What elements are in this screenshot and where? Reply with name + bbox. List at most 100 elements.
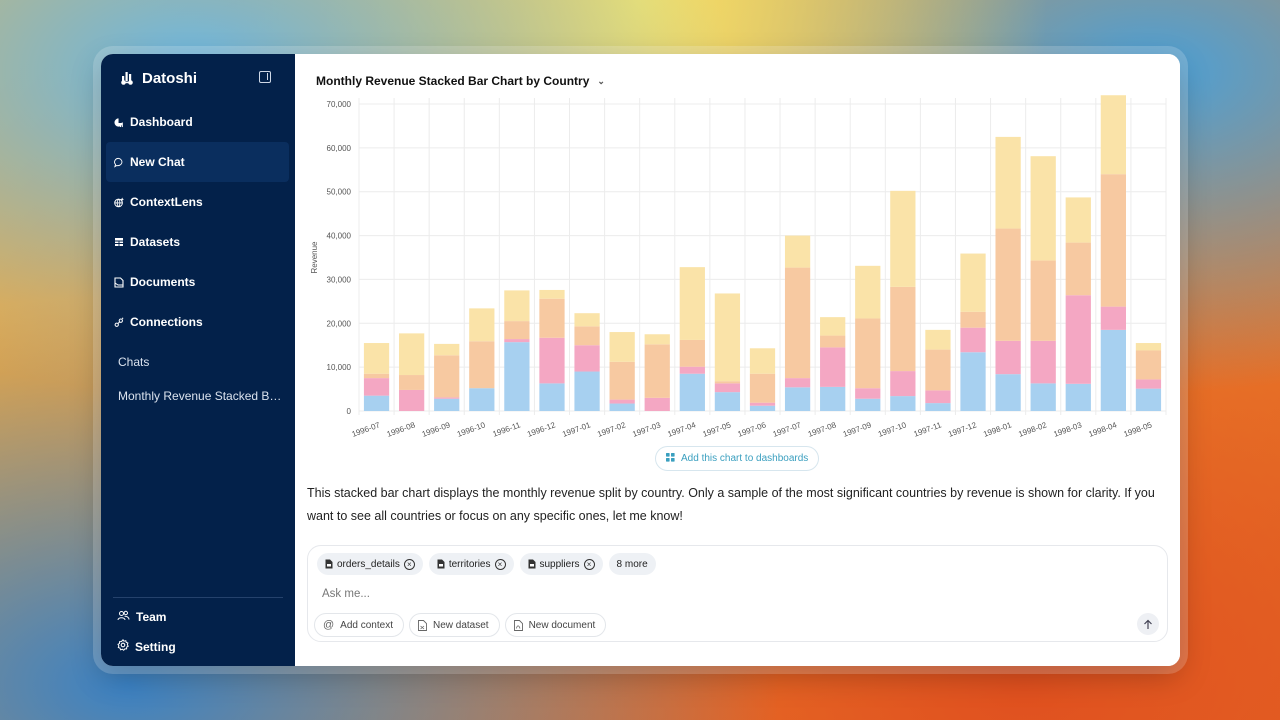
bar-segment[interactable] (434, 397, 460, 399)
send-button[interactable] (1137, 613, 1159, 635)
bar-segment[interactable] (1135, 379, 1162, 389)
bar-stack[interactable] (1135, 343, 1162, 411)
remove-chip-icon[interactable]: × (494, 558, 506, 570)
bar-segment[interactable] (363, 378, 390, 396)
bar-segment[interactable] (644, 397, 670, 411)
remove-chip-icon[interactable]: × (583, 558, 595, 570)
bar-stack[interactable] (504, 290, 530, 411)
bar-segment[interactable] (1030, 340, 1056, 384)
bar-segment[interactable] (574, 313, 600, 327)
remove-chip-icon[interactable]: × (403, 558, 415, 570)
bar-segment[interactable] (363, 343, 390, 374)
add-to-dashboards-button[interactable]: Add this chart to dashboards (655, 446, 820, 471)
bar-segment[interactable] (574, 371, 600, 411)
bar-stack[interactable] (363, 343, 390, 411)
bar-segment[interactable] (609, 399, 635, 404)
bar-stack[interactable] (820, 317, 846, 411)
bar-stack[interactable] (398, 333, 425, 411)
bar-segment[interactable] (890, 286, 916, 372)
bar-segment[interactable] (609, 332, 635, 362)
bar-segment[interactable] (609, 361, 635, 400)
bar-stack[interactable] (714, 293, 741, 411)
bar-segment[interactable] (539, 289, 565, 299)
bar-stack[interactable] (644, 334, 670, 411)
bar-segment[interactable] (1100, 306, 1127, 330)
bar-segment[interactable] (504, 342, 530, 411)
bar-segment[interactable] (855, 318, 881, 389)
context-chip[interactable]: suppliers × (519, 553, 603, 575)
bar-segment[interactable] (504, 321, 530, 340)
bar-segment[interactable] (574, 345, 600, 372)
bar-stack[interactable] (539, 289, 565, 411)
bar-segment[interactable] (960, 327, 986, 353)
bar-segment[interactable] (469, 308, 495, 342)
bar-segment[interactable] (995, 136, 1021, 229)
bar-segment[interactable] (749, 402, 776, 406)
sidebar-item-datasets[interactable]: Datasets (106, 222, 289, 262)
bar-segment[interactable] (890, 190, 916, 287)
bar-segment[interactable] (1030, 383, 1056, 411)
bar-segment[interactable] (855, 388, 881, 399)
sidebar-item-dashboard[interactable]: Dashboard (106, 102, 289, 142)
bar-segment[interactable] (784, 267, 811, 379)
bar-stack[interactable] (609, 332, 635, 411)
bar-segment[interactable] (749, 348, 776, 374)
bar-segment[interactable] (363, 373, 390, 379)
bar-segment[interactable] (714, 381, 741, 384)
bar-stack[interactable] (574, 313, 600, 411)
bar-segment[interactable] (925, 390, 951, 404)
bar-segment[interactable] (749, 405, 776, 411)
bar-segment[interactable] (820, 317, 846, 336)
bar-segment[interactable] (1065, 197, 1091, 243)
bar-segment[interactable] (1100, 329, 1127, 411)
bar-segment[interactable] (574, 326, 600, 346)
bar-segment[interactable] (995, 228, 1021, 341)
bar-segment[interactable] (960, 253, 986, 312)
bar-segment[interactable] (820, 386, 846, 411)
bar-stack[interactable] (995, 136, 1021, 411)
bar-segment[interactable] (363, 395, 390, 411)
bar-segment[interactable] (679, 373, 705, 411)
chat-history-item[interactable]: Monthly Revenue Stacked Ba... (118, 389, 283, 403)
bar-stack[interactable] (890, 190, 916, 411)
bar-segment[interactable] (1100, 95, 1127, 175)
bar-segment[interactable] (434, 398, 460, 411)
chart-title-dropdown[interactable]: Monthly Revenue Stacked Bar Chart by Cou… (316, 74, 605, 88)
bar-segment[interactable] (1065, 295, 1091, 384)
bar-segment[interactable] (679, 366, 705, 374)
bar-segment[interactable] (434, 355, 460, 398)
bar-segment[interactable] (995, 374, 1021, 411)
bar-segment[interactable] (1030, 156, 1056, 261)
bar-segment[interactable] (820, 347, 846, 387)
bar-segment[interactable] (1030, 260, 1056, 341)
bar-stack[interactable] (960, 253, 986, 411)
bar-stack[interactable] (469, 308, 495, 411)
bar-stack[interactable] (1030, 156, 1056, 411)
bar-segment[interactable] (925, 329, 951, 350)
bar-segment[interactable] (504, 339, 530, 343)
bar-segment[interactable] (890, 371, 916, 397)
bar-stack[interactable] (1065, 197, 1091, 411)
bar-segment[interactable] (784, 378, 811, 388)
bar-segment[interactable] (960, 311, 986, 328)
bar-segment[interactable] (539, 298, 565, 338)
bar-segment[interactable] (890, 396, 916, 411)
more-chips-button[interactable]: 8 more (608, 553, 656, 575)
bar-segment[interactable] (398, 333, 425, 376)
bar-segment[interactable] (434, 343, 460, 356)
bar-stack[interactable] (1100, 95, 1127, 411)
bar-segment[interactable] (469, 341, 495, 389)
bar-stack[interactable] (784, 235, 811, 411)
bar-segment[interactable] (925, 349, 951, 391)
bar-stack[interactable] (434, 343, 460, 411)
context-chip[interactable]: territories × (428, 553, 514, 575)
brand[interactable]: Datoshi (120, 68, 197, 88)
bar-segment[interactable] (1135, 343, 1162, 351)
bar-segment[interactable] (504, 290, 530, 322)
bar-segment[interactable] (398, 389, 425, 411)
bar-stack[interactable] (925, 329, 951, 411)
sidebar-item-connections[interactable]: Connections (106, 302, 289, 342)
bar-segment[interactable] (925, 403, 951, 411)
bar-segment[interactable] (714, 383, 741, 393)
sidebar-item-new-chat[interactable]: New Chat (106, 142, 289, 182)
